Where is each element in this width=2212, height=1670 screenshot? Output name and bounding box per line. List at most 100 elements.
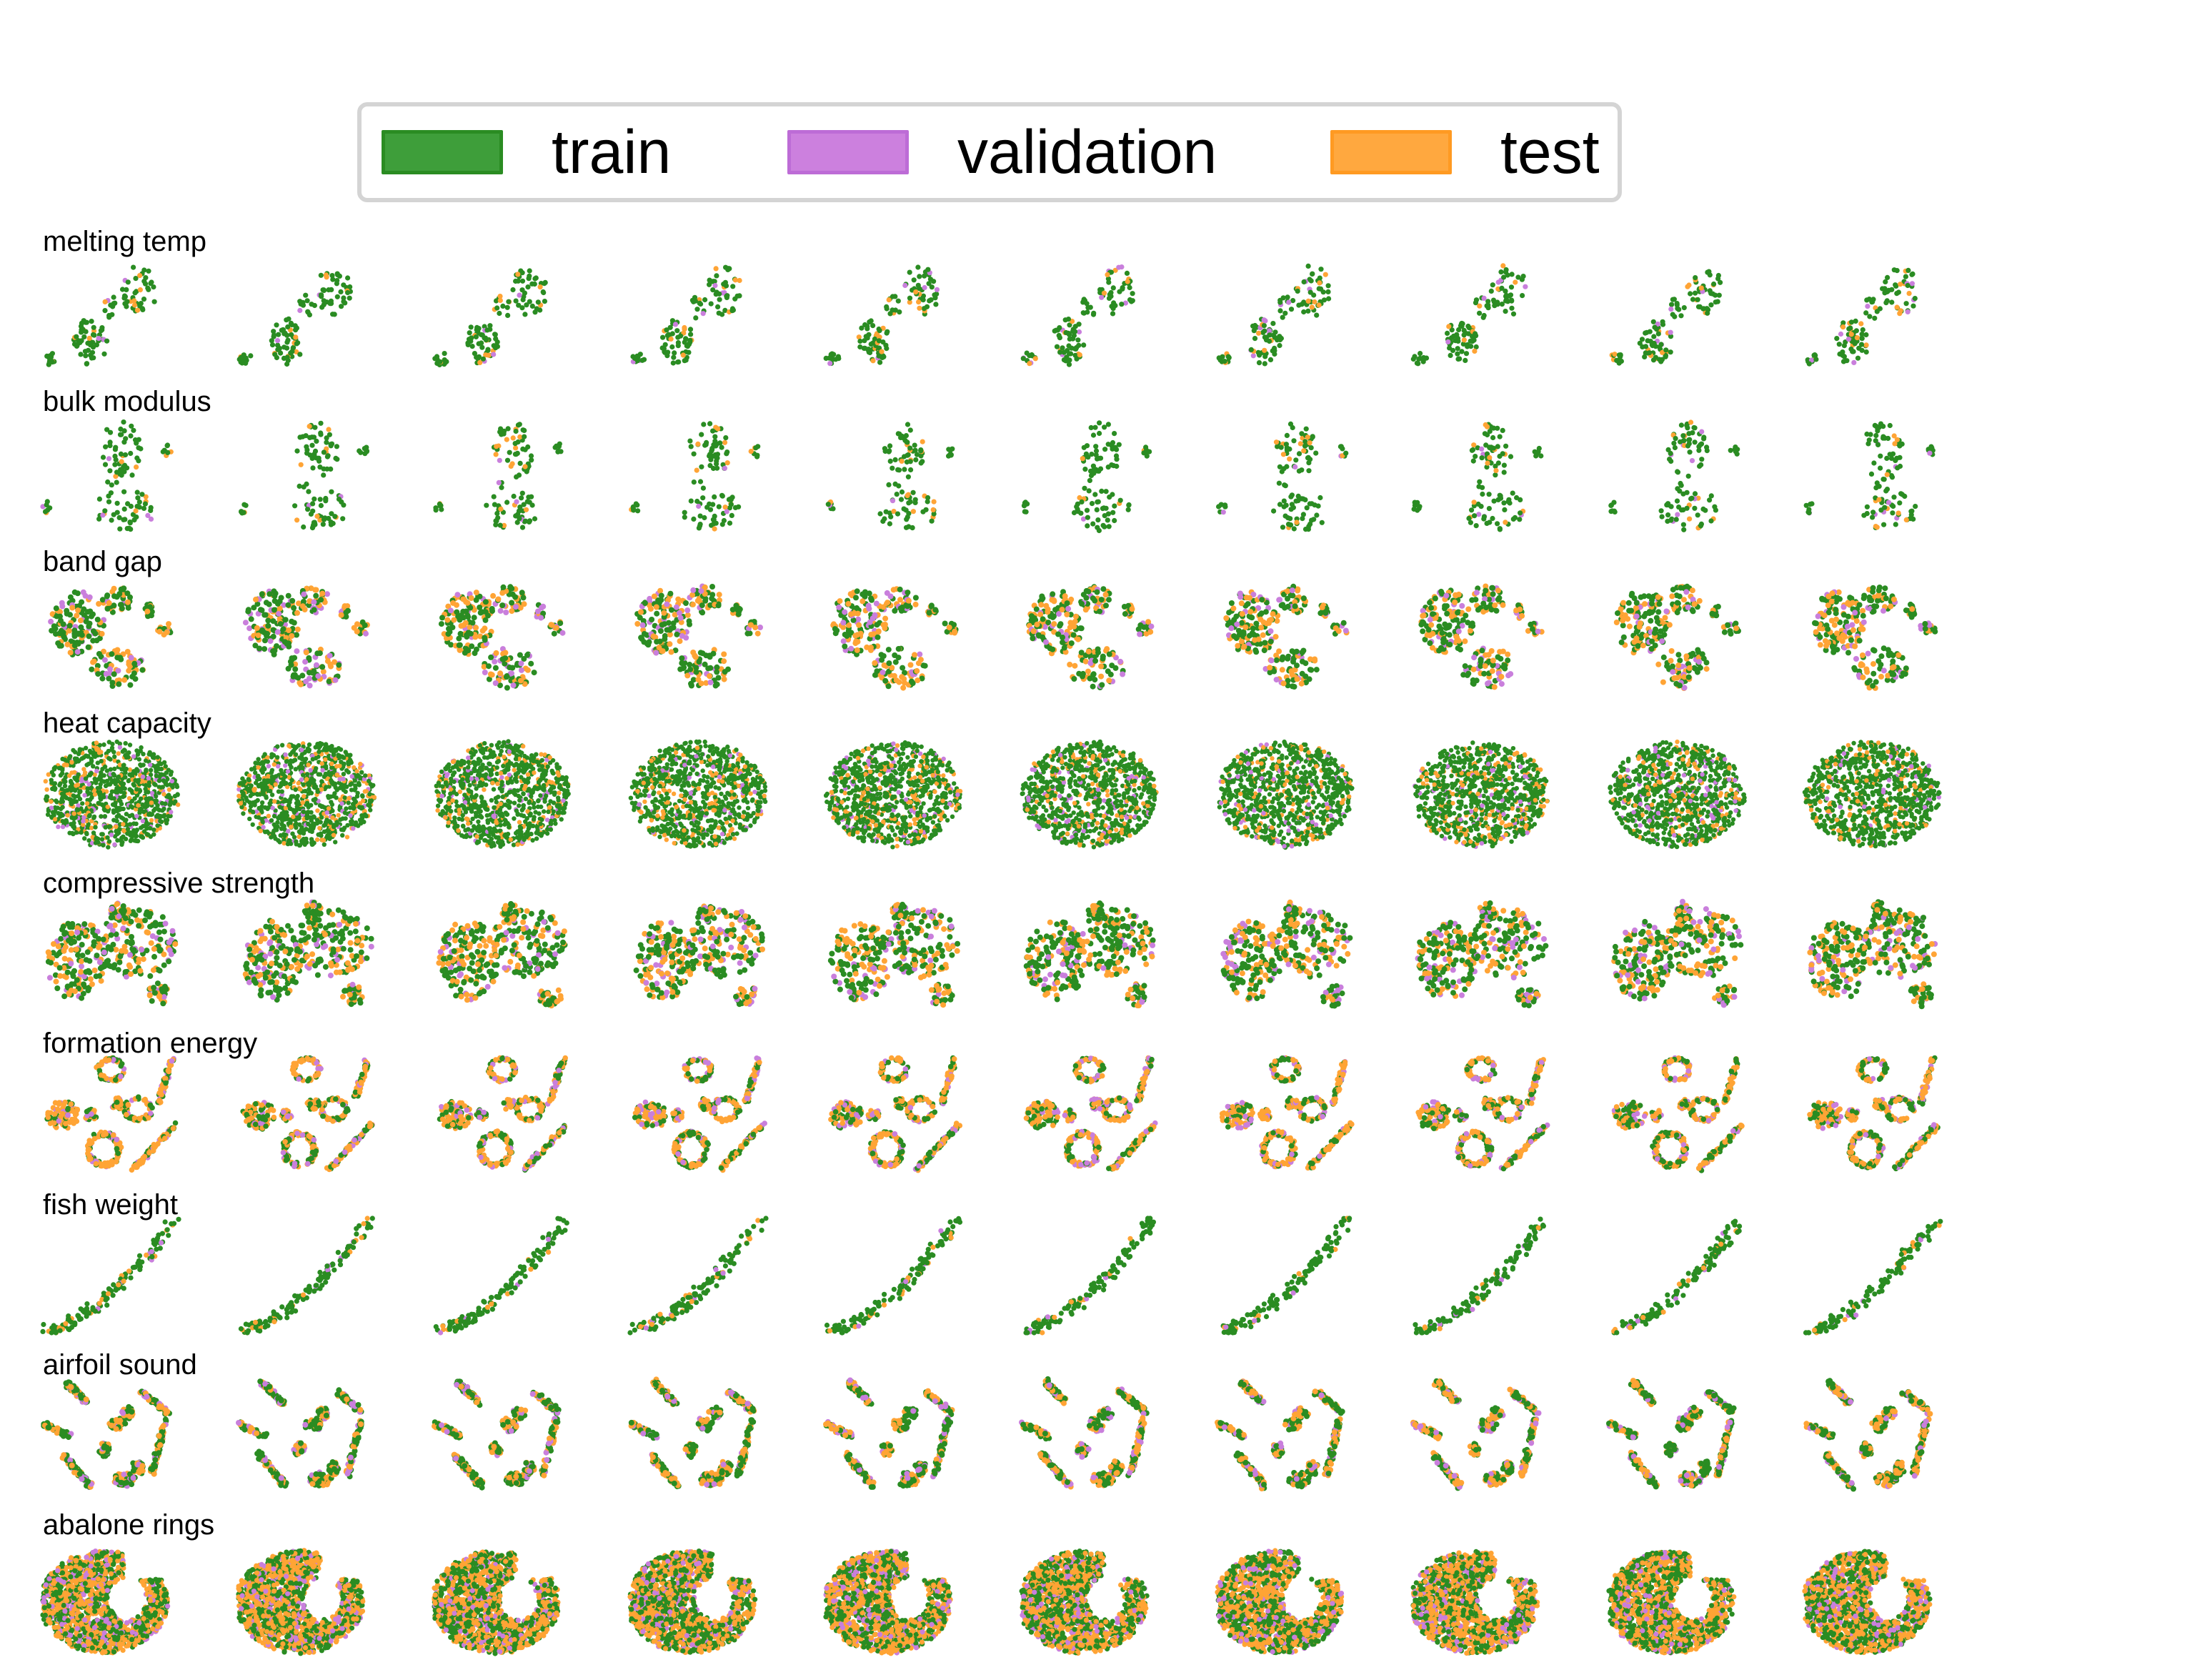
point-train bbox=[701, 486, 706, 491]
point-train bbox=[258, 607, 264, 612]
point-train bbox=[933, 302, 938, 307]
point-train bbox=[854, 605, 860, 611]
point-test bbox=[1323, 272, 1328, 277]
point-train bbox=[91, 332, 96, 337]
point-test bbox=[256, 632, 261, 638]
point-train bbox=[669, 607, 674, 613]
scatter-panel bbox=[630, 265, 742, 366]
point-train bbox=[96, 517, 101, 522]
point-test bbox=[657, 588, 663, 594]
point-train bbox=[90, 612, 96, 617]
point-train bbox=[657, 639, 663, 645]
point-train bbox=[527, 499, 532, 505]
point-train bbox=[1695, 512, 1700, 517]
point-train bbox=[1089, 425, 1094, 430]
point-train bbox=[97, 497, 102, 502]
point-train bbox=[139, 492, 144, 497]
point-train bbox=[542, 281, 547, 286]
point-train bbox=[1467, 325, 1472, 330]
point-test bbox=[1294, 520, 1299, 525]
point-train bbox=[310, 465, 315, 470]
point-train bbox=[1861, 513, 1866, 518]
point-train bbox=[1640, 337, 1645, 342]
point-train bbox=[321, 522, 326, 527]
point-test bbox=[855, 647, 860, 653]
point-train bbox=[694, 307, 699, 312]
point-train bbox=[281, 626, 287, 632]
point-train bbox=[905, 590, 910, 595]
point-test bbox=[352, 625, 357, 631]
point-test bbox=[872, 660, 877, 666]
point-test bbox=[99, 631, 105, 637]
point-train bbox=[694, 499, 699, 504]
point-train bbox=[667, 591, 673, 597]
point-train bbox=[470, 620, 476, 626]
point-train bbox=[294, 326, 299, 331]
point-train bbox=[1513, 515, 1518, 520]
point-train bbox=[1735, 452, 1740, 457]
point-test bbox=[900, 459, 905, 464]
point-train bbox=[1076, 343, 1081, 348]
point-test bbox=[69, 605, 75, 611]
point-train bbox=[139, 301, 144, 306]
point-validation bbox=[935, 287, 940, 292]
point-test bbox=[1077, 352, 1082, 357]
point-train bbox=[902, 467, 907, 472]
point-train bbox=[529, 457, 534, 462]
point-test bbox=[723, 505, 728, 510]
point-test bbox=[489, 672, 494, 677]
point-train bbox=[1343, 451, 1348, 456]
point-train bbox=[67, 623, 73, 629]
point-train bbox=[336, 662, 342, 668]
point-train bbox=[687, 439, 692, 444]
point-train bbox=[1701, 434, 1706, 439]
point-test bbox=[549, 622, 555, 628]
point-train bbox=[54, 613, 59, 619]
point-train bbox=[494, 305, 499, 310]
point-train bbox=[301, 525, 306, 530]
point-train bbox=[1222, 359, 1227, 364]
point-train bbox=[1130, 291, 1135, 296]
point-train bbox=[1471, 459, 1476, 464]
point-train bbox=[340, 516, 345, 521]
point-train bbox=[715, 304, 720, 309]
point-validation bbox=[866, 606, 872, 612]
point-train bbox=[832, 626, 838, 632]
point-validation bbox=[87, 595, 93, 600]
point-train bbox=[1277, 464, 1282, 469]
point-train bbox=[292, 672, 298, 678]
point-train bbox=[322, 517, 327, 522]
point-train bbox=[1092, 677, 1097, 682]
point-train bbox=[493, 345, 498, 350]
point-train bbox=[106, 494, 111, 499]
point-train bbox=[1025, 502, 1030, 507]
point-test bbox=[638, 610, 644, 615]
point-train bbox=[1733, 444, 1738, 449]
point-train bbox=[1288, 522, 1293, 527]
point-train bbox=[68, 595, 74, 600]
point-train bbox=[322, 449, 327, 454]
point-validation bbox=[1043, 640, 1049, 645]
point-train bbox=[1807, 362, 1812, 367]
point-train bbox=[126, 279, 131, 284]
scatter-panel bbox=[239, 421, 369, 531]
point-train bbox=[72, 642, 78, 648]
point-train bbox=[1314, 313, 1319, 318]
point-test bbox=[690, 650, 696, 655]
point-train bbox=[271, 332, 276, 337]
point-train bbox=[84, 362, 89, 367]
point-train bbox=[259, 627, 265, 633]
point-test bbox=[502, 650, 508, 655]
point-train bbox=[1846, 327, 1851, 332]
point-train bbox=[1110, 440, 1115, 445]
point-train bbox=[518, 461, 523, 466]
point-validation bbox=[363, 631, 369, 637]
point-validation bbox=[722, 466, 727, 471]
point-test bbox=[131, 298, 136, 303]
point-train bbox=[671, 355, 676, 360]
point-train bbox=[1067, 362, 1072, 367]
scatter-panel bbox=[1610, 269, 1723, 366]
point-train bbox=[900, 605, 905, 610]
point-train bbox=[305, 309, 310, 314]
point-train bbox=[1699, 457, 1704, 462]
